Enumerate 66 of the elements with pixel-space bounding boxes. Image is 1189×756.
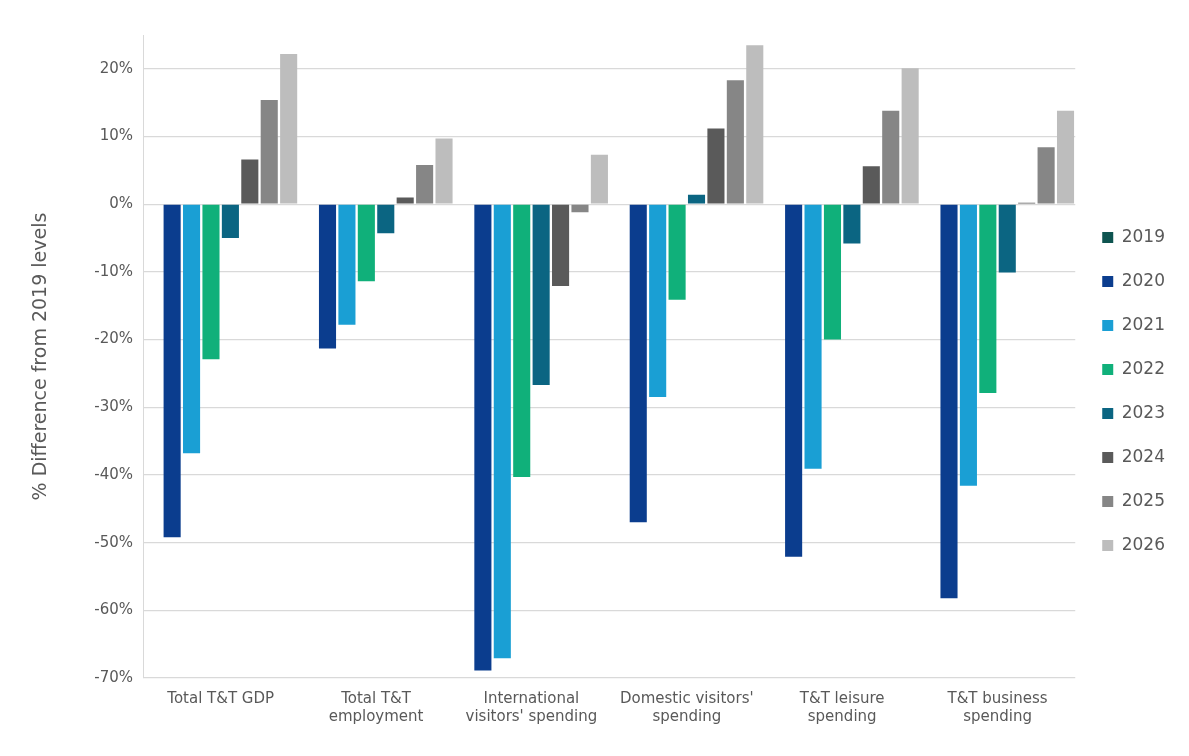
bar	[668, 204, 686, 300]
bar	[183, 204, 201, 454]
bar	[396, 197, 414, 204]
y-tick-label: 20%	[99, 58, 133, 77]
bar	[357, 204, 375, 282]
bar	[687, 194, 706, 204]
legend-label: 2020	[1121, 269, 1165, 290]
bar	[998, 204, 1016, 273]
y-tick-label: 0%	[109, 194, 133, 213]
bar	[377, 204, 395, 234]
bar	[241, 159, 259, 204]
bar	[493, 204, 511, 659]
bar	[513, 204, 531, 477]
bar	[823, 204, 842, 340]
legend-label: 2022	[1121, 357, 1165, 378]
y-axis-title: % Difference from 2019 levels	[28, 212, 51, 501]
bar	[629, 204, 647, 523]
bar	[785, 204, 803, 557]
legend-label: 2024	[1121, 445, 1165, 466]
bar	[804, 204, 822, 469]
x-tick-label: T&T business spending	[946, 688, 1048, 725]
bar	[280, 53, 298, 204]
y-tick-label: -10%	[94, 261, 133, 280]
bar	[571, 204, 589, 213]
y-tick-label: -60%	[94, 600, 133, 619]
bar	[882, 110, 900, 204]
legend-label: 2019	[1121, 225, 1165, 246]
y-tick-label: 10%	[99, 126, 133, 145]
bar	[202, 204, 220, 360]
bar	[649, 204, 667, 398]
bar	[532, 204, 550, 385]
bar	[1037, 147, 1055, 204]
bar	[416, 164, 434, 204]
legend-label: 2023	[1121, 401, 1165, 422]
bar	[843, 204, 861, 244]
bar	[862, 166, 880, 204]
x-tick-label: Domestic visitors' spending	[619, 688, 754, 725]
legend-label: 2026	[1121, 533, 1165, 554]
bar	[474, 204, 492, 671]
x-tick-label: T&T leisure spending	[798, 688, 885, 725]
bar	[959, 204, 977, 486]
bar	[163, 204, 181, 538]
y-tick-label: -70%	[94, 667, 133, 686]
y-tick-label: -20%	[94, 329, 133, 348]
bar	[979, 204, 997, 394]
bar	[552, 204, 570, 287]
legend-label: 2021	[1121, 313, 1165, 334]
y-tick-label: -30%	[94, 397, 133, 416]
x-tick-label: International visitors' spending	[465, 688, 598, 725]
bar	[726, 80, 744, 204]
bar	[746, 45, 764, 204]
bar	[901, 68, 919, 204]
y-tick-label: -40%	[94, 464, 133, 483]
bar	[435, 138, 453, 204]
bar	[318, 204, 337, 349]
bar	[940, 204, 958, 599]
bar	[707, 128, 725, 204]
legend-label: 2025	[1121, 489, 1165, 510]
x-tick-label: Total T&T employment	[328, 688, 424, 725]
bar	[338, 204, 356, 325]
bar	[221, 204, 239, 239]
y-tick-label: -50%	[94, 532, 133, 551]
bar	[260, 99, 278, 204]
bar	[1056, 110, 1075, 204]
x-tick-label: Total T&T GDP	[166, 688, 275, 707]
bar	[590, 154, 608, 204]
